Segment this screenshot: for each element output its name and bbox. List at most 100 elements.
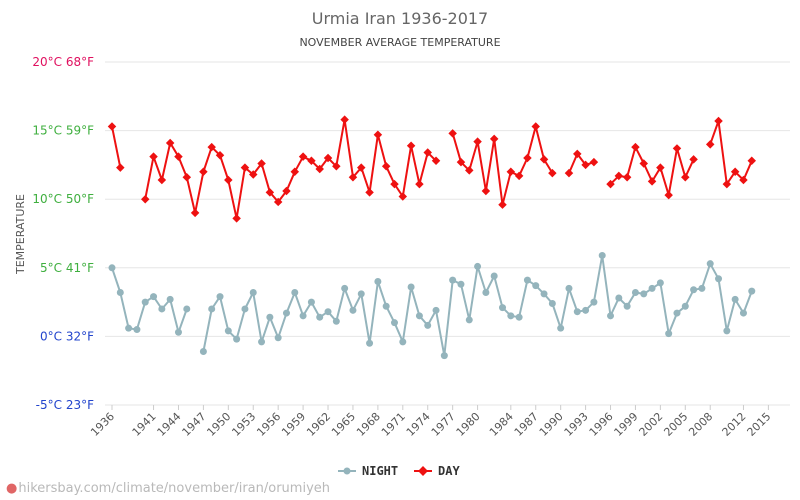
data-point[interactable] <box>690 286 698 294</box>
data-point[interactable] <box>357 163 366 172</box>
data-point[interactable] <box>241 305 249 313</box>
data-point[interactable] <box>324 308 332 316</box>
data-point[interactable] <box>381 162 391 171</box>
data-point[interactable] <box>731 295 739 303</box>
data-point[interactable] <box>673 309 681 317</box>
data-point[interactable] <box>465 166 474 175</box>
data-point[interactable] <box>332 317 340 325</box>
data-point[interactable] <box>340 115 349 124</box>
data-point[interactable] <box>639 159 648 168</box>
data-point[interactable] <box>474 262 482 270</box>
data-point[interactable] <box>382 302 390 310</box>
data-point[interactable] <box>158 305 166 313</box>
data-point[interactable] <box>456 157 466 167</box>
data-point[interactable] <box>282 309 290 317</box>
legend[interactable]: NIGHT DAY <box>338 464 460 478</box>
data-point[interactable] <box>507 312 515 320</box>
data-point[interactable] <box>706 260 714 268</box>
data-point[interactable] <box>406 141 416 150</box>
data-point[interactable] <box>166 295 174 303</box>
data-point[interactable] <box>240 163 250 172</box>
data-point[interactable] <box>615 294 623 302</box>
data-point[interactable] <box>499 304 507 312</box>
data-point[interactable] <box>232 214 241 223</box>
data-point[interactable] <box>665 330 673 338</box>
data-point[interactable] <box>133 326 141 334</box>
data-point[interactable] <box>739 309 747 317</box>
data-point[interactable] <box>182 173 192 182</box>
data-point[interactable] <box>548 299 556 307</box>
data-point[interactable] <box>150 293 158 301</box>
data-point[interactable] <box>307 156 316 166</box>
data-point[interactable] <box>640 290 648 298</box>
data-point[interactable] <box>590 298 598 306</box>
data-point[interactable] <box>157 175 167 185</box>
data-point[interactable] <box>557 324 565 332</box>
data-point[interactable] <box>540 290 548 298</box>
data-point[interactable] <box>116 163 125 172</box>
data-point[interactable] <box>573 308 581 316</box>
data-point[interactable] <box>723 327 731 335</box>
data-point[interactable] <box>498 200 507 209</box>
data-point[interactable] <box>698 284 706 292</box>
legend-item-day[interactable]: DAY <box>414 464 460 478</box>
data-point[interactable] <box>273 197 283 207</box>
data-point[interactable] <box>482 288 490 296</box>
data-point[interactable] <box>224 327 232 335</box>
data-point[interactable] <box>183 305 191 313</box>
data-point[interactable] <box>457 280 465 288</box>
data-point[interactable] <box>341 284 349 292</box>
data-point[interactable] <box>623 302 631 310</box>
data-point[interactable] <box>291 288 299 296</box>
data-point[interactable] <box>656 279 664 287</box>
data-point[interactable] <box>258 338 266 346</box>
data-point[interactable] <box>399 338 407 346</box>
data-point[interactable] <box>465 316 473 324</box>
data-point[interactable] <box>506 167 516 177</box>
data-point[interactable] <box>332 162 341 171</box>
data-point[interactable] <box>299 312 307 320</box>
data-point[interactable] <box>199 347 207 355</box>
data-point[interactable] <box>224 175 233 185</box>
data-point[interactable] <box>656 163 665 172</box>
data-point[interactable] <box>415 179 424 189</box>
data-point[interactable] <box>165 138 175 148</box>
data-point[interactable] <box>705 140 715 149</box>
data-point[interactable] <box>374 278 382 286</box>
data-point[interactable] <box>190 208 200 218</box>
data-point[interactable] <box>349 306 357 314</box>
data-point[interactable] <box>715 275 723 283</box>
data-point[interactable] <box>748 287 756 295</box>
data-point[interactable] <box>664 190 673 200</box>
data-point[interactable] <box>415 312 423 320</box>
data-point[interactable] <box>598 251 606 259</box>
data-point[interactable] <box>523 153 532 163</box>
data-point[interactable] <box>365 188 374 197</box>
data-point[interactable] <box>432 306 440 314</box>
data-point[interactable] <box>373 130 383 139</box>
data-point[interactable] <box>108 264 116 272</box>
data-point[interactable] <box>257 159 266 168</box>
data-point[interactable] <box>747 156 757 166</box>
data-point[interactable] <box>265 188 275 197</box>
data-point[interactable] <box>622 173 632 182</box>
data-point[interactable] <box>174 328 182 336</box>
data-point[interactable] <box>141 298 149 306</box>
data-point[interactable] <box>523 276 531 284</box>
data-point[interactable] <box>390 179 399 189</box>
data-point[interactable] <box>607 312 615 320</box>
data-point[interactable] <box>216 293 224 301</box>
data-point[interactable] <box>274 334 282 342</box>
data-point[interactable] <box>199 167 208 177</box>
data-point[interactable] <box>473 137 482 146</box>
data-point[interactable] <box>316 313 324 321</box>
data-point[interactable] <box>266 313 274 321</box>
data-point[interactable] <box>514 171 524 181</box>
data-point[interactable] <box>689 155 698 164</box>
data-point[interactable] <box>490 272 498 280</box>
data-point[interactable] <box>407 283 415 291</box>
data-point[interactable] <box>323 153 333 163</box>
data-point[interactable] <box>315 164 324 174</box>
data-point[interactable] <box>565 284 573 292</box>
data-point[interactable] <box>348 173 358 182</box>
